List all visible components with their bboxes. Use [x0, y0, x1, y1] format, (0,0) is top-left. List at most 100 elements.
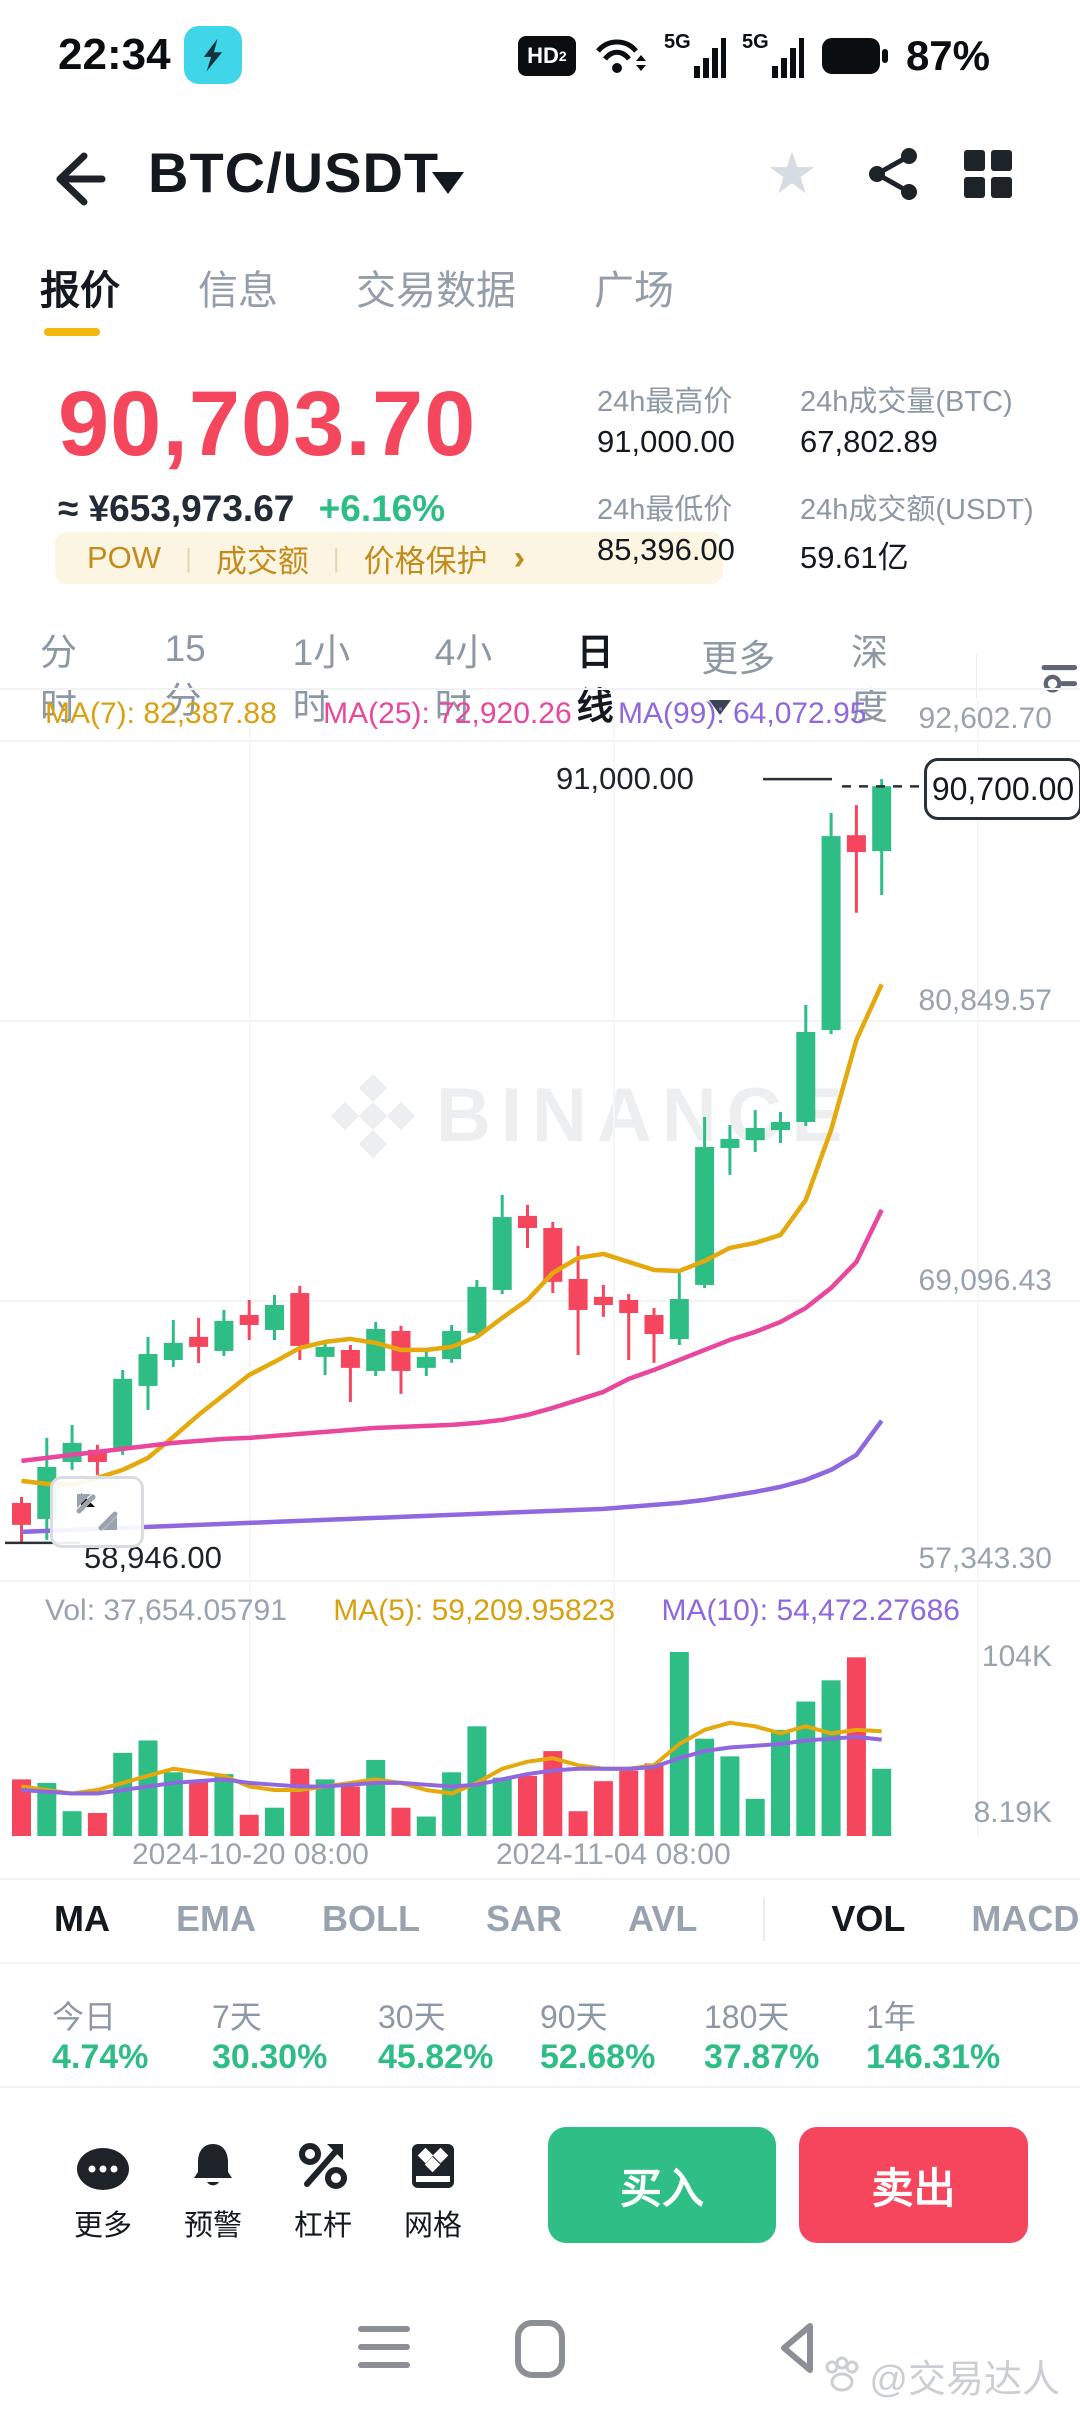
indicator-sar[interactable]: SAR	[485, 1898, 562, 1939]
tab-quote[interactable]: 报价	[40, 258, 120, 336]
tag-volume: 成交额	[215, 543, 309, 579]
signal-5g-icon-1: 5G	[664, 31, 726, 78]
section-tabs: 报价 信息 交易数据 广场	[40, 258, 674, 336]
perf-label: 180天	[704, 1999, 790, 2035]
svg-text:5G: 5G	[664, 31, 691, 53]
x-axis-date-label: 2024-10-20 08:00	[132, 1838, 369, 1871]
y-axis-label: 80,849.57	[918, 984, 1052, 1017]
fiat-price-row: ≈ ¥653,973.67 +6.16%	[58, 488, 445, 530]
expand-chart-icon[interactable]	[50, 1476, 144, 1548]
active-tab-underline	[44, 328, 100, 336]
ma99-label: MA(99): 64,072.95	[617, 697, 867, 730]
perf-value: 37.87%	[704, 2038, 820, 2076]
status-time: 22:34	[58, 30, 171, 79]
volume-legend-row: Vol: 37,654.05791 MA(5): 59,209.95823 MA…	[45, 1594, 998, 1628]
vol-ma5-label: MA(5): 59,209.95823	[333, 1594, 616, 1627]
messenger-app-icon	[184, 26, 242, 84]
tag-pow: POW	[87, 540, 162, 575]
action-leverage[interactable]: 杠杆	[268, 2130, 378, 2244]
y-axis-label: 92,602.70	[918, 702, 1052, 735]
indicator-tabs: MA EMA BOLL SAR AVL VOL MACD	[54, 1896, 1080, 1942]
tab-trade-data[interactable]: 交易数据	[356, 269, 516, 313]
token-tags-pill[interactable]: POW | 成交额 | 价格保护 ›	[55, 532, 723, 584]
nav-menu-button[interactable]	[352, 2318, 416, 2378]
back-button[interactable]	[40, 142, 112, 214]
action-more[interactable]: 更多	[48, 2130, 158, 2244]
tf-15m[interactable]: 15分	[164, 628, 206, 721]
tf-minutes[interactable]: 分时	[40, 632, 77, 727]
battery-icon	[821, 38, 888, 74]
indicator-boll[interactable]: BOLL	[322, 1898, 420, 1939]
perf-label: 今日	[52, 1999, 117, 2035]
wifi-icon	[596, 39, 646, 73]
share-icon[interactable]	[862, 142, 926, 206]
svg-text:5G: 5G	[742, 31, 769, 53]
divider	[0, 1962, 1080, 1964]
indicator-ema[interactable]: EMA	[176, 1898, 256, 1939]
perf-value: 4.74%	[52, 2038, 149, 2076]
action-alert[interactable]: 预警	[158, 2130, 268, 2244]
chart-settings-icon[interactable]	[1039, 652, 1080, 700]
stat-label: 24h最高价	[597, 386, 733, 418]
tag-divider: |	[332, 542, 340, 573]
nav-home-button[interactable]	[512, 2318, 568, 2380]
chevron-right-icon: ›	[513, 538, 525, 577]
ma-legend-row: MA(7): 82,387.88 MA(25): 72,920.26 MA(99…	[45, 697, 904, 731]
tab-square[interactable]: 广场	[594, 269, 674, 313]
tf-depth[interactable]: 深度	[851, 632, 889, 727]
stat-label: 24h成交量(BTC)	[800, 386, 1013, 418]
more-icon	[48, 2130, 158, 2192]
divider	[975, 654, 978, 698]
tf-1h[interactable]: 1小时	[292, 632, 351, 727]
chevron-down-icon	[709, 700, 732, 715]
hd-voice-icon: HD 2	[517, 36, 576, 76]
indicator-avl[interactable]: AVL	[628, 1898, 698, 1939]
action-grid-trading[interactable]: 网格	[378, 2130, 488, 2244]
stat-value: 59.61亿	[800, 540, 909, 575]
perf-label: 1年	[866, 1999, 916, 2035]
last-price: 90,703.70	[58, 373, 477, 475]
tab-info[interactable]: 信息	[198, 269, 278, 313]
layout-grid-icon[interactable]	[956, 142, 1020, 206]
tf-1d[interactable]: 日线	[576, 632, 614, 727]
vol-axis-max-label: 104K	[981, 1640, 1052, 1673]
tf-4h[interactable]: 4小时	[434, 632, 493, 727]
y-axis-label: 69,096.43	[918, 1264, 1052, 1297]
status-icons: HD 2 5G 5G 87%	[517, 28, 990, 84]
divider	[763, 1897, 766, 1941]
buy-button[interactable]: 买入	[548, 2127, 776, 2243]
tf-more[interactable]: 更多	[701, 628, 789, 724]
sell-button[interactable]: 卖出	[799, 2127, 1028, 2243]
pair-title[interactable]: BTC/USDT	[148, 141, 440, 204]
tag-price-protect: 价格保护	[363, 543, 488, 579]
perf-label: 30天	[378, 1999, 446, 2035]
current-price-box: 90,700.00	[924, 758, 1080, 821]
grid-trading-icon	[378, 2130, 488, 2192]
indicator-vol[interactable]: VOL	[831, 1898, 906, 1939]
stat-label: 24h成交额(USDT)	[800, 494, 1034, 526]
indicator-macd[interactable]: MACD	[971, 1898, 1080, 1939]
divider	[0, 688, 1080, 690]
bell-icon	[158, 2130, 268, 2192]
high-price-label: 91,000.00	[556, 761, 694, 797]
paw-icon	[825, 2356, 859, 2391]
binance-logo-icon	[330, 1073, 416, 1158]
divider	[0, 1878, 1080, 1880]
perf-value: 30.30%	[212, 2038, 328, 2076]
binance-watermark: BINANCE	[330, 1072, 870, 1159]
indicator-ma[interactable]: MA	[54, 1898, 110, 1939]
perf-value: 146.31%	[866, 2038, 1001, 2076]
vol-label: Vol: 37,654.05791	[45, 1594, 287, 1627]
vol-axis-min-label: 8.19K	[973, 1796, 1052, 1829]
lightning-icon	[203, 38, 223, 72]
divider	[0, 2086, 1080, 2088]
candlestick-chart[interactable]	[0, 690, 1080, 1880]
nav-back-button[interactable]	[772, 2318, 824, 2378]
ma7-label: MA(7): 82,387.88	[45, 697, 277, 730]
favorite-star-icon[interactable]: ★	[766, 141, 818, 206]
percent-leverage-icon	[268, 2130, 378, 2192]
battery-percent: 87%	[905, 32, 990, 79]
pair-dropdown-caret-icon[interactable]	[432, 172, 464, 194]
y-axis-label: 57,343.30	[918, 1542, 1052, 1575]
